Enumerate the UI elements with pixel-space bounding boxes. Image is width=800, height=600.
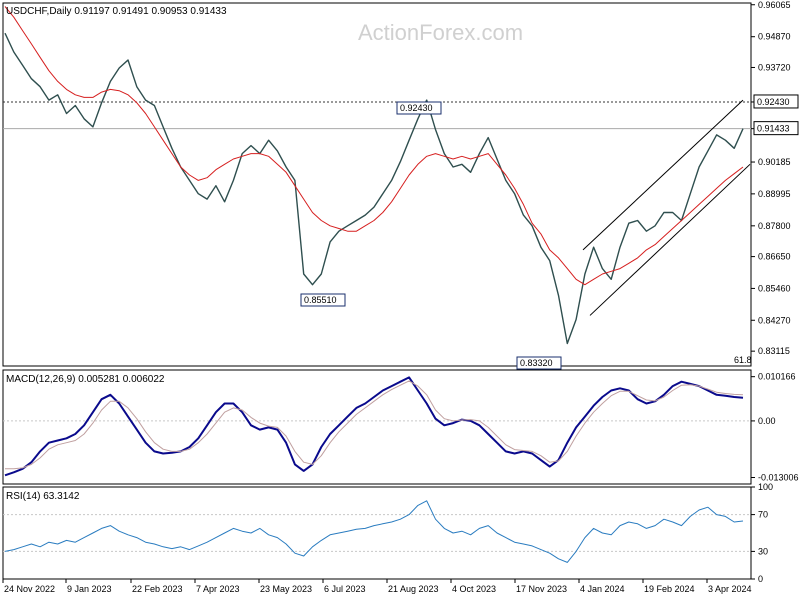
current-price-tag: 0.91433 [757,124,790,134]
y-tick-label: 0.87800 [758,221,791,231]
y-tick-label: 0.88995 [758,189,791,199]
x-tick-label: 17 Nov 2023 [516,584,567,594]
x-tick-label: 6 Jul 2023 [324,584,366,594]
channel-lower-line [589,163,751,316]
x-tick-label: 9 Jan 2023 [67,584,112,594]
price-panel-frame [2,2,752,367]
macd-series-group [4,376,744,477]
y-tick-label: 100 [758,482,773,492]
x-tick-label: 7 Apr 2023 [196,584,240,594]
watermark-logo: ActionForex.com [358,20,523,45]
x-tick-label: 21 Aug 2023 [388,584,439,594]
time-axis: 24 Nov 2022 9 Jan 2023 22 Feb 2023 7 Apr 20… [2,579,752,594]
low-label-1: 0.85510 [304,295,337,305]
y-tick-label: 0.94870 [758,32,791,42]
x-tick-label: 24 Nov 2022 [4,584,55,594]
rsi-panel: 100 70 30 0 RSI(14) 63.3142 [2,482,773,584]
moving-average-line [4,6,744,286]
y-tick-label: 0 [758,574,763,584]
y-tick-label: 0.86650 [758,252,791,262]
current-price-tag-box [753,121,799,136]
x-tick-label: 23 May 2023 [260,584,312,594]
rsi-series-group [4,500,744,563]
resistance-tag-box [753,94,799,109]
macd-title: MACD(12,26,9) 0.005281 0.006022 [6,374,165,385]
price-grid [3,101,751,130]
rsi-line [4,500,744,563]
rsi-title: RSI(14) 63.3142 [6,491,80,502]
fib-label: 61.8 [734,355,752,365]
y-tick-label: -0.013006 [758,472,799,482]
y-tick-label: 70 [758,510,768,520]
y-tick-label: 0.010166 [758,372,796,382]
y-tick-label: 30 [758,546,768,556]
price-series-group [4,6,744,345]
price-title: USDCHF,Daily 0.91197 0.91491 0.90953 0.9… [6,6,227,17]
rsi-axis: 100 70 30 0 [751,482,773,584]
price-channel [582,99,751,316]
macd-signal-line [5,380,744,470]
y-tick-label: 0.00 [758,416,776,426]
y-tick-label: 0.85460 [758,283,791,293]
low-label-2-box [516,356,562,370]
y-tick-label: 0.96065 [758,0,791,10]
macd-panel-frame [2,369,752,485]
y-tick-label: 0.83115 [758,346,790,356]
low-label-2: 0.83320 [520,358,553,368]
channel-upper-line [582,99,744,251]
macd-line [4,376,744,477]
price-panel: 0.96065 0.94870 0.93720 0.92430 0.91433 0.901… [2,0,799,370]
x-tick-label: 3 Apr 2024 [708,584,752,594]
y-tick-label: 0.90185 [758,157,791,167]
price-annotations: 0.92430 0.85510 0.83320 61.8 [300,101,752,370]
x-tick-label: 4 Jan 2024 [580,584,625,594]
low-label-1-box [300,293,346,307]
x-tick-label: 22 Feb 2023 [132,584,183,594]
y-tick-label: 0.93720 [758,62,791,72]
macd-axis: 0.010166 0.00 -0.013006 [751,372,799,482]
resistance-tag: 0.92430 [757,97,790,107]
peak-label-box [396,101,442,115]
macd-panel: 0.010166 0.00 -0.013006 MACD(12,26,9) 0.00… [2,369,799,485]
x-tick-label: 4 Oct 2023 [452,584,496,594]
x-tick-label: 19 Feb 2024 [644,584,695,594]
rsi-panel-frame [2,486,752,580]
rsi-grid [3,514,751,552]
peak-label: 0.92430 [400,103,433,113]
price-line [4,32,744,345]
price-axis: 0.96065 0.94870 0.93720 0.92430 0.91433 0.901… [751,0,799,356]
y-tick-label: 0.84270 [758,315,791,325]
